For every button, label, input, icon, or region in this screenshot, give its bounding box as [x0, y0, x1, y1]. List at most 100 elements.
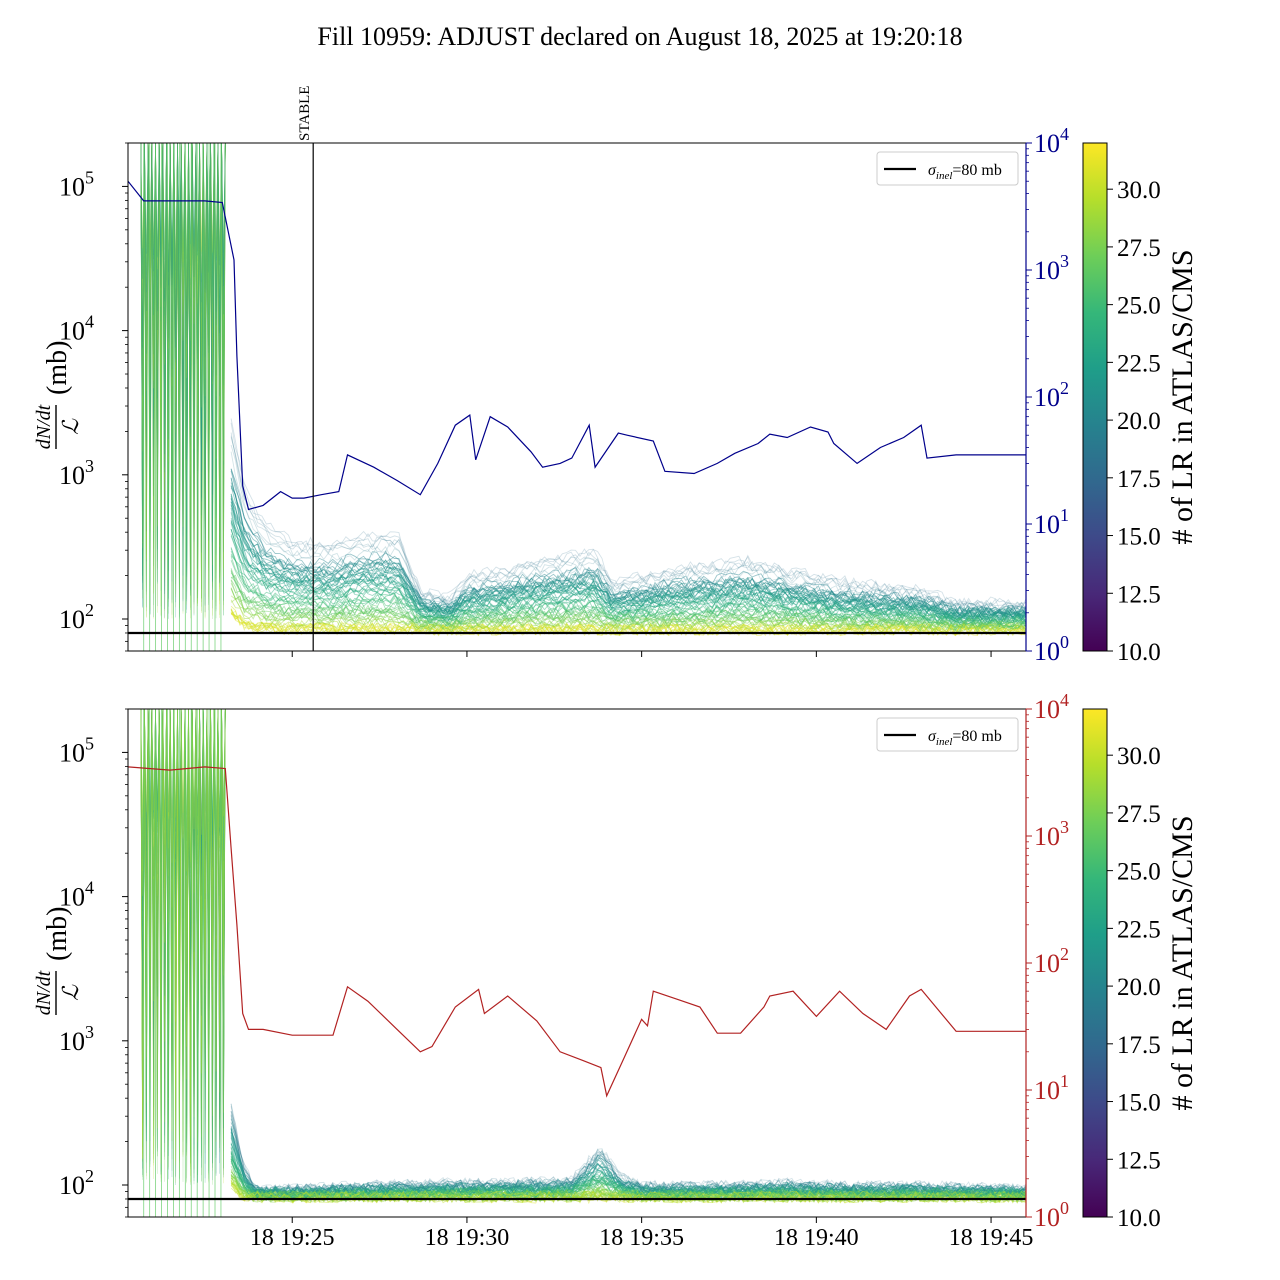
bunch-line	[230, 1106, 1026, 1195]
bunch-line	[230, 1151, 1026, 1201]
bunch-line-early	[140, 709, 226, 1183]
bunch-line	[230, 498, 1026, 621]
right-y-tick-label: 101	[1034, 1071, 1069, 1105]
bunch-line-early	[140, 709, 226, 1186]
bunch-line	[230, 444, 1026, 611]
bunch-line-early	[140, 709, 226, 1155]
bunch-line	[230, 1132, 1026, 1199]
bunch-line-early	[140, 143, 226, 609]
legend-label: σinel=80 mb	[928, 162, 1002, 182]
right-y-tick-exponent: 2	[1060, 378, 1069, 398]
bunch-line-early	[140, 709, 226, 1174]
bunch-line	[230, 1180, 1026, 1204]
bunch-line	[230, 580, 1026, 631]
bunch-line-early	[140, 143, 226, 612]
colorbar-tick-label: 12.5	[1117, 581, 1161, 608]
bunch-line-early	[140, 143, 226, 615]
bunch-line	[230, 547, 1026, 625]
right-y-tick-label: 104	[1034, 690, 1069, 724]
bunch-line-early	[140, 709, 226, 1172]
legend-sigma: σ	[928, 728, 937, 745]
right-y-tick-mantissa: 10	[1034, 256, 1060, 285]
legend-box	[876, 151, 1019, 186]
y-tick-mantissa: 10	[59, 172, 85, 201]
colorbar-tick-label: 30.0	[1117, 743, 1161, 770]
y-axis-label: dN/dt ℒ (mb)	[33, 907, 83, 1016]
bunch-line	[230, 535, 1026, 625]
bunch-line-early	[140, 709, 226, 1160]
bunch-line-early	[140, 709, 226, 1181]
bunch-line-early	[140, 709, 226, 1152]
bunch-line-early	[140, 709, 226, 1175]
bunch-line-early	[140, 709, 226, 1137]
colorbar-tick-label: 22.5	[1117, 916, 1161, 943]
legend-sigma-sub: inel	[936, 736, 953, 748]
y-tick-exponent: 2	[85, 1166, 94, 1186]
bunch-line	[230, 1175, 1026, 1203]
y-tick-label: 104	[59, 878, 94, 912]
bunch-line-early	[140, 143, 226, 594]
bunch-line-early	[140, 143, 226, 607]
bunch-line	[230, 1169, 1026, 1203]
bunch-line	[230, 555, 1026, 628]
bunch-line-early	[140, 143, 226, 619]
bunch-line	[230, 470, 1026, 616]
bunch-line-early	[140, 143, 226, 615]
bunch-line	[230, 523, 1026, 624]
bunch-line-early	[140, 709, 226, 1174]
bunch-line-early	[140, 709, 226, 1174]
bunch-line-early	[140, 709, 226, 1148]
bunch-line-early	[140, 143, 226, 616]
bunch-line-early	[140, 143, 226, 613]
bunch-line-early	[140, 709, 226, 1164]
bunch-line	[230, 1156, 1026, 1202]
bunch-line	[230, 1174, 1026, 1203]
bunch-line	[230, 520, 1026, 623]
bunch-line	[230, 493, 1026, 620]
x-tick-label: 18 19:45	[949, 1225, 1034, 1251]
bunch-line-early	[140, 143, 226, 610]
right-y-tick-mantissa: 10	[1034, 695, 1060, 724]
y-tick-mantissa: 10	[59, 461, 85, 490]
y-tick-exponent: 3	[85, 456, 94, 476]
bunch-line-early	[140, 143, 226, 620]
bunch-line	[230, 517, 1026, 623]
bunch-line-early	[140, 709, 226, 1179]
legend-sigma-value: =80 mb	[952, 162, 1001, 179]
bunch-line	[230, 1137, 1026, 1199]
bunch-line	[230, 1171, 1026, 1203]
bunch-line-early	[140, 143, 226, 590]
bunch-line-early	[140, 143, 226, 608]
bunch-line-early	[140, 709, 226, 1177]
right-y-tick-label: 101	[1034, 505, 1069, 539]
legend: σinel=80 mb	[876, 717, 1019, 752]
bunch-line-early	[140, 709, 226, 1179]
bunch-line	[230, 1174, 1026, 1203]
colorbar-tick-label: 10.0	[1117, 639, 1161, 666]
bunch-line	[230, 1159, 1026, 1201]
bunch-line-early	[140, 709, 226, 1177]
right-y-tick-exponent: 2	[1060, 944, 1069, 964]
legend-sigma-sub: inel	[936, 170, 953, 182]
bunch-line-early	[140, 709, 226, 1183]
bunch-line	[230, 1183, 1026, 1204]
bunch-line	[230, 1162, 1026, 1202]
plot-area	[128, 709, 1026, 1217]
bunch-line	[230, 1158, 1026, 1201]
right-y-tick-label: 103	[1034, 251, 1069, 285]
bunch-line	[230, 1160, 1026, 1201]
bunch-line-early	[140, 709, 226, 1151]
bunch-line-early	[140, 143, 226, 545]
bunch-line-early	[140, 143, 226, 608]
bunch-line-early	[140, 709, 226, 1185]
bunch-line-early	[140, 709, 226, 1180]
bunch-line	[230, 529, 1026, 625]
right-y-tick-label: 100	[1034, 632, 1069, 666]
bunch-line	[230, 451, 1026, 613]
y-tick-mantissa: 10	[59, 738, 85, 767]
bunch-line-early	[140, 143, 226, 619]
figure-title: Fill 10959: ADJUST declared on August 18…	[317, 22, 962, 51]
bunch-line	[230, 550, 1026, 628]
bunch-line	[230, 494, 1026, 621]
